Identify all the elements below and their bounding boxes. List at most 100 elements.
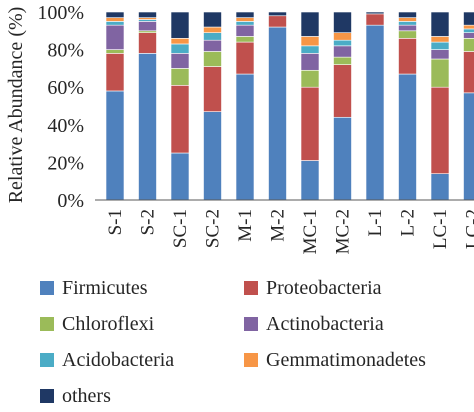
legend-swatch: [40, 353, 54, 367]
legend-label: Proteobacteria: [266, 277, 382, 299]
bar-segment: [430, 11, 450, 37]
bar-segment: [170, 85, 190, 154]
legend-label: Firmicutes: [62, 277, 148, 299]
x-tick-label: L-2: [398, 209, 419, 236]
bar-segment: [398, 30, 417, 39]
bar-segment: [105, 49, 125, 54]
bar-segment: [170, 11, 190, 39]
bar-segment: [203, 32, 222, 41]
bar-segment: [430, 36, 450, 43]
x-axis-ticks: S-1 S-2 SC-1 SC-2 M-1 M-2 MC-1 MC-2 L-1 L-2 LC-1 LC…: [105, 209, 474, 254]
legend-swatch: [244, 281, 258, 295]
legend-swatch: [244, 317, 258, 331]
bar-segment: [235, 73, 255, 201]
y-tick-label: 40%: [47, 115, 84, 137]
x-tick-label: S-2: [138, 209, 159, 235]
legend-swatch: [40, 281, 54, 295]
bar-segment: [463, 28, 474, 33]
bar-segment: [398, 38, 417, 75]
bar-segment: [333, 64, 352, 118]
legend-label: Acidobacteria: [62, 349, 174, 371]
bar-segment: [170, 43, 190, 54]
x-tick-label: SC-2: [203, 209, 224, 248]
y-tick-label: 0%: [57, 190, 84, 212]
bar-segment: [235, 17, 255, 22]
bar-segment: [235, 11, 255, 18]
bar-segment: [268, 15, 287, 28]
bar-segment: [463, 32, 474, 39]
bar-segment: [170, 53, 190, 69]
bar-segment: [398, 21, 417, 26]
x-tick-label: MC-1: [300, 209, 321, 254]
bar-segment: [105, 90, 125, 201]
x-tick-label: M-2: [268, 209, 289, 242]
legend-label: Actinobacteria: [266, 313, 384, 335]
y-axis-label: Relative Abundance (%): [5, 7, 27, 204]
bar-segment: [365, 11, 385, 15]
bar-segment: [398, 73, 417, 201]
bar-segment: [203, 111, 222, 201]
bar-segment: [300, 45, 320, 54]
bar-segment: [268, 11, 287, 17]
bar-segment: [105, 17, 125, 22]
y-tick-label: 60%: [47, 77, 84, 99]
bar-segment: [138, 53, 157, 201]
x-tick-label: MC-2: [333, 209, 354, 254]
bar-segment: [170, 68, 190, 86]
bar-segment: [235, 41, 255, 75]
bar-segment: [398, 17, 417, 22]
bar-segment: [105, 24, 125, 50]
x-tick-label: M-1: [235, 209, 256, 242]
bar-segment: [300, 69, 320, 88]
bar-segment: [138, 32, 157, 54]
bar-segment: [203, 66, 222, 112]
bar-segment: [463, 92, 474, 201]
bar-segment: [430, 49, 450, 60]
bar-segment: [203, 51, 222, 67]
bars: [105, 11, 474, 201]
bar-segment: [463, 51, 474, 94]
y-tick-label: 80%: [47, 40, 84, 62]
bar-segment: [463, 11, 474, 26]
legend-swatch: [40, 389, 54, 403]
x-tick-label: LC-1: [430, 209, 451, 249]
bar-segment: [170, 152, 190, 201]
legend-swatch: [40, 317, 54, 331]
bar-segment: [430, 41, 450, 50]
x-tick-label: LC-2: [463, 209, 474, 249]
legend-label: Chloroflexi: [62, 313, 155, 335]
bar-segment: [300, 53, 320, 71]
bar-segment: [365, 24, 385, 201]
bar-segment: [333, 45, 352, 58]
bar-segment: [430, 173, 450, 201]
y-tick-label: 20%: [47, 152, 84, 174]
bar-segment: [300, 160, 320, 201]
bar-segment: [333, 56, 352, 65]
x-tick-label: SC-1: [170, 209, 191, 248]
bar-segment: [333, 39, 352, 47]
bar-segment: [235, 21, 255, 26]
bar-segment: [333, 116, 352, 201]
bar-segment: [333, 11, 352, 33]
bar-segment: [463, 24, 474, 30]
x-tick-label: S-1: [105, 209, 126, 235]
bar-segment: [235, 24, 255, 37]
bar-segment: [203, 26, 222, 33]
x-tick-label: L-1: [365, 209, 386, 236]
bar-segment: [333, 32, 352, 41]
y-axis-label-group: Relative Abundance (%): [5, 7, 27, 204]
bar-segment: [105, 21, 125, 26]
y-axis-ticks: 0% 20% 40% 60% 80% 100%: [37, 2, 84, 212]
bar-segment: [398, 24, 417, 32]
legend: Firmicutes Proteobacteria Chloroflexi Actin…: [40, 277, 426, 407]
bar-segment: [430, 86, 450, 174]
legend-label: Gemmatimonadetes: [266, 349, 426, 371]
legend-label: others: [62, 385, 111, 407]
bar-segment: [463, 38, 474, 52]
bar-segment: [105, 53, 125, 92]
bar-segment: [138, 21, 157, 32]
bar-segment: [300, 36, 320, 47]
legend-swatch: [244, 353, 258, 367]
bar-segment: [138, 11, 157, 18]
